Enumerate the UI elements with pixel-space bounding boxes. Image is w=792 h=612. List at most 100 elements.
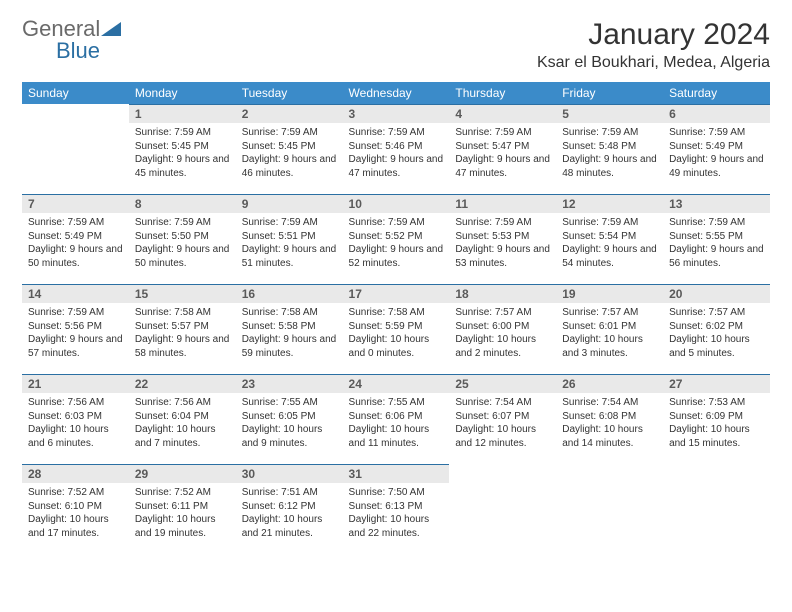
sunset-text: Sunset: 5:49 PM [28,230,123,244]
sunset-text: Sunset: 6:09 PM [669,410,764,424]
day-number: 27 [663,374,770,393]
calendar-day-cell: 28Sunrise: 7:52 AMSunset: 6:10 PMDayligh… [22,464,129,554]
sunset-text: Sunset: 6:04 PM [135,410,230,424]
day-details: Sunrise: 7:59 AMSunset: 5:48 PMDaylight:… [556,123,663,186]
sunrise-text: Sunrise: 7:59 AM [28,306,123,320]
daylight-text: Daylight: 9 hours and 46 minutes. [242,153,337,180]
day-details: Sunrise: 7:57 AMSunset: 6:02 PMDaylight:… [663,303,770,366]
daylight-text: Daylight: 9 hours and 47 minutes. [349,153,444,180]
calendar-day-cell: 8Sunrise: 7:59 AMSunset: 5:50 PMDaylight… [129,194,236,284]
day-number: 4 [449,104,556,123]
day-number: 18 [449,284,556,303]
daylight-text: Daylight: 10 hours and 0 minutes. [349,333,444,360]
day-number: 13 [663,194,770,213]
sunset-text: Sunset: 6:00 PM [455,320,550,334]
day-number: 26 [556,374,663,393]
sunrise-text: Sunrise: 7:50 AM [349,486,444,500]
sunset-text: Sunset: 5:50 PM [135,230,230,244]
calendar-day-cell: 4Sunrise: 7:59 AMSunset: 5:47 PMDaylight… [449,104,556,194]
day-number: 25 [449,374,556,393]
day-details: Sunrise: 7:57 AMSunset: 6:00 PMDaylight:… [449,303,556,366]
weekday-header: Saturday [663,82,770,104]
sunrise-text: Sunrise: 7:58 AM [349,306,444,320]
calendar-day-cell: 10Sunrise: 7:59 AMSunset: 5:52 PMDayligh… [343,194,450,284]
day-details: Sunrise: 7:51 AMSunset: 6:12 PMDaylight:… [236,483,343,546]
day-number: 29 [129,464,236,483]
daylight-text: Daylight: 9 hours and 50 minutes. [28,243,123,270]
day-number: 23 [236,374,343,393]
sunrise-text: Sunrise: 7:58 AM [135,306,230,320]
day-number: 22 [129,374,236,393]
sunset-text: Sunset: 5:52 PM [349,230,444,244]
calendar-day-cell: 19Sunrise: 7:57 AMSunset: 6:01 PMDayligh… [556,284,663,374]
sunrise-text: Sunrise: 7:55 AM [242,396,337,410]
day-details: Sunrise: 7:58 AMSunset: 5:58 PMDaylight:… [236,303,343,366]
sunrise-text: Sunrise: 7:59 AM [135,126,230,140]
sunrise-text: Sunrise: 7:55 AM [349,396,444,410]
sunset-text: Sunset: 5:51 PM [242,230,337,244]
day-number: 16 [236,284,343,303]
title-block: January 2024 Ksar el Boukhari, Medea, Al… [537,18,770,72]
sunrise-text: Sunrise: 7:58 AM [242,306,337,320]
calendar-day-cell: 2Sunrise: 7:59 AMSunset: 5:45 PMDaylight… [236,104,343,194]
daylight-text: Daylight: 10 hours and 9 minutes. [242,423,337,450]
day-number: 3 [343,104,450,123]
daylight-text: Daylight: 9 hours and 52 minutes. [349,243,444,270]
sunrise-text: Sunrise: 7:59 AM [562,216,657,230]
calendar-day-cell [556,464,663,554]
daylight-text: Daylight: 9 hours and 57 minutes. [28,333,123,360]
calendar-day-cell: 13Sunrise: 7:59 AMSunset: 5:55 PMDayligh… [663,194,770,284]
sunset-text: Sunset: 6:05 PM [242,410,337,424]
day-number: 14 [22,284,129,303]
daylight-text: Daylight: 10 hours and 12 minutes. [455,423,550,450]
sunset-text: Sunset: 6:08 PM [562,410,657,424]
day-details: Sunrise: 7:59 AMSunset: 5:46 PMDaylight:… [343,123,450,186]
triangle-icon [101,22,121,36]
sunrise-text: Sunrise: 7:59 AM [242,126,337,140]
day-details: Sunrise: 7:58 AMSunset: 5:57 PMDaylight:… [129,303,236,366]
sunrise-text: Sunrise: 7:54 AM [455,396,550,410]
calendar-day-cell: 5Sunrise: 7:59 AMSunset: 5:48 PMDaylight… [556,104,663,194]
sunrise-text: Sunrise: 7:59 AM [349,126,444,140]
day-number: 30 [236,464,343,483]
day-number: 20 [663,284,770,303]
daylight-text: Daylight: 10 hours and 21 minutes. [242,513,337,540]
day-number: 9 [236,194,343,213]
daylight-text: Daylight: 10 hours and 11 minutes. [349,423,444,450]
sunrise-text: Sunrise: 7:52 AM [135,486,230,500]
calendar-day-cell: 29Sunrise: 7:52 AMSunset: 6:11 PMDayligh… [129,464,236,554]
calendar-day-cell: 25 Sunrise: 7:54 AMSunset: 6:07 PMDayligh… [449,374,556,464]
calendar-day-cell: 31Sunrise: 7:50 AMSunset: 6:13 PMDayligh… [343,464,450,554]
day-details: Sunrise: 7:59 AMSunset: 5:45 PMDaylight:… [129,123,236,186]
sunset-text: Sunset: 5:58 PM [242,320,337,334]
sunset-text: Sunset: 5:56 PM [28,320,123,334]
day-details: Sunrise: 7:52 AMSunset: 6:11 PMDaylight:… [129,483,236,546]
day-details: Sunrise: 7:59 AMSunset: 5:49 PMDaylight:… [22,213,129,276]
sunset-text: Sunset: 5:54 PM [562,230,657,244]
day-details: Sunrise: 7:56 AMSunset: 6:03 PMDaylight:… [22,393,129,456]
weekday-header: Monday [129,82,236,104]
sunset-text: Sunset: 5:55 PM [669,230,764,244]
calendar-day-cell: 9Sunrise: 7:59 AMSunset: 5:51 PMDaylight… [236,194,343,284]
daylight-text: Daylight: 9 hours and 58 minutes. [135,333,230,360]
calendar-week-row: 14Sunrise: 7:59 AMSunset: 5:56 PMDayligh… [22,284,770,374]
sunset-text: Sunset: 6:07 PM [455,410,550,424]
daylight-text: Daylight: 10 hours and 22 minutes. [349,513,444,540]
day-details: Sunrise: 7:59 AMSunset: 5:56 PMDaylight:… [22,303,129,366]
calendar-day-cell [663,464,770,554]
daylight-text: Daylight: 9 hours and 50 minutes. [135,243,230,270]
day-number: 28 [22,464,129,483]
brand-part2: Blue [56,38,100,63]
calendar-week-row: 1Sunrise: 7:59 AMSunset: 5:45 PMDaylight… [22,104,770,194]
sunrise-text: Sunrise: 7:59 AM [455,216,550,230]
daylight-text: Daylight: 10 hours and 7 minutes. [135,423,230,450]
sunrise-text: Sunrise: 7:57 AM [455,306,550,320]
sunrise-text: Sunrise: 7:52 AM [28,486,123,500]
calendar-day-cell: 21Sunrise: 7:56 AMSunset: 6:03 PMDayligh… [22,374,129,464]
daylight-text: Daylight: 9 hours and 54 minutes. [562,243,657,270]
day-number: 24 [343,374,450,393]
sunrise-text: Sunrise: 7:56 AM [135,396,230,410]
calendar-day-cell: 14Sunrise: 7:59 AMSunset: 5:56 PMDayligh… [22,284,129,374]
calendar-week-row: 7Sunrise: 7:59 AMSunset: 5:49 PMDaylight… [22,194,770,284]
day-details: Sunrise: 7:59 AMSunset: 5:47 PMDaylight:… [449,123,556,186]
